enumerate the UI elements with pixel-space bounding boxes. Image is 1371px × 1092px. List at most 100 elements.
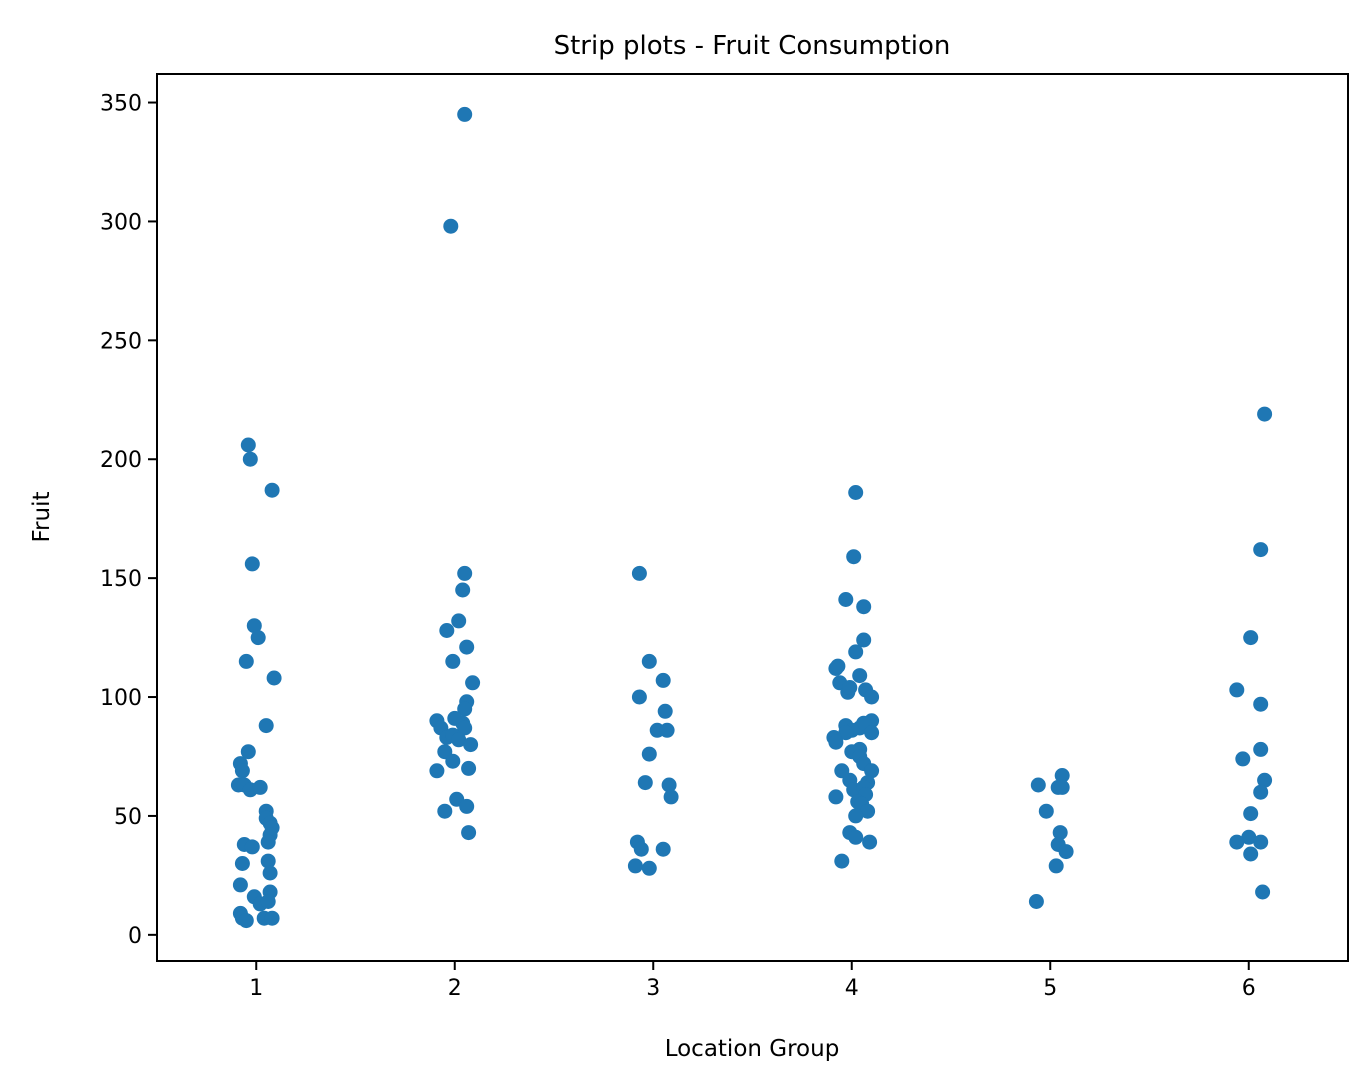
data-point [848, 808, 864, 824]
x-tick-label: 1 [249, 976, 263, 1001]
data-point [451, 613, 467, 629]
data-point [260, 834, 276, 850]
data-point [445, 753, 461, 769]
data-point [266, 670, 282, 686]
data-point [437, 803, 453, 819]
data-point [864, 763, 880, 779]
data-point [264, 910, 280, 926]
data-point [1054, 768, 1070, 783]
data-point [1253, 741, 1269, 757]
y-tick-label: 150 [100, 567, 142, 592]
data-point [864, 689, 880, 705]
data-point [659, 722, 675, 738]
data-point [627, 858, 643, 874]
data-point [1030, 777, 1046, 793]
data-point [838, 592, 854, 607]
data-point [262, 865, 278, 881]
data-point [439, 623, 455, 638]
data-point [1253, 542, 1269, 558]
data-point [848, 644, 864, 660]
x-tick-label: 5 [1043, 976, 1057, 1001]
data-point [637, 775, 653, 791]
data-point [860, 803, 876, 819]
x-axis-ticks: 1 2 3 4 5 6 [249, 961, 1256, 1001]
data-point [1253, 834, 1269, 850]
data-point [1243, 806, 1259, 822]
y-tick-label: 300 [100, 210, 142, 235]
data-point [242, 451, 258, 467]
x-tick-label: 2 [448, 976, 462, 1001]
points-layer [230, 106, 1273, 929]
data-point [1229, 834, 1245, 850]
y-tick-label: 350 [100, 92, 142, 117]
data-point [655, 672, 671, 688]
data-point [1241, 829, 1257, 845]
data-point [264, 482, 280, 498]
data-point [838, 725, 854, 741]
y-tick-label: 100 [100, 686, 142, 711]
data-point [1257, 772, 1273, 788]
data-point [848, 829, 864, 845]
data-point [830, 658, 846, 674]
data-point [238, 913, 254, 929]
data-point [240, 437, 256, 453]
data-point [1048, 858, 1064, 874]
x-tick-label: 6 [1242, 976, 1256, 1001]
data-point [1054, 779, 1070, 795]
y-tick-label: 250 [100, 329, 142, 354]
data-point [463, 737, 479, 753]
data-point [657, 703, 673, 719]
data-point [1255, 884, 1271, 900]
data-point [631, 565, 647, 581]
data-point [1052, 825, 1068, 841]
data-point [834, 853, 850, 869]
data-point [461, 760, 477, 776]
data-point [461, 825, 477, 841]
data-point [1243, 630, 1259, 646]
x-tick-label: 4 [845, 976, 859, 1001]
data-point [252, 779, 268, 795]
y-axis-label: Fruit [29, 492, 55, 543]
data-point [1253, 784, 1269, 800]
data-point [864, 725, 880, 741]
data-point [633, 841, 649, 857]
data-point [457, 565, 473, 581]
data-point [457, 720, 473, 736]
data-point [260, 894, 276, 909]
data-point [1253, 696, 1269, 712]
y-tick-label: 0 [128, 924, 142, 949]
data-point [260, 853, 276, 869]
data-point [641, 653, 657, 669]
data-point [856, 599, 872, 615]
data-point [1235, 751, 1251, 767]
data-point [258, 718, 274, 734]
data-point [455, 582, 471, 598]
data-point [250, 630, 266, 646]
data-point [1243, 846, 1259, 862]
data-point [238, 653, 254, 669]
data-point [459, 639, 475, 655]
data-point [1028, 894, 1044, 909]
data-point [1058, 844, 1074, 860]
chart-title: Strip plots - Fruit Consumption [554, 31, 951, 61]
y-tick-label: 200 [100, 448, 142, 473]
data-point [465, 675, 481, 691]
data-point [429, 763, 445, 779]
data-point [244, 839, 260, 855]
data-point [445, 653, 461, 669]
data-point [641, 860, 657, 876]
data-point [848, 485, 864, 500]
data-point [1229, 682, 1245, 698]
data-point [457, 106, 473, 122]
data-point [246, 618, 262, 634]
data-point [661, 777, 677, 793]
data-point [451, 732, 467, 748]
data-point [232, 877, 248, 893]
data-point [234, 856, 250, 871]
data-point [655, 841, 671, 857]
data-point [828, 734, 844, 750]
data-point [459, 798, 475, 814]
data-point [663, 789, 679, 805]
